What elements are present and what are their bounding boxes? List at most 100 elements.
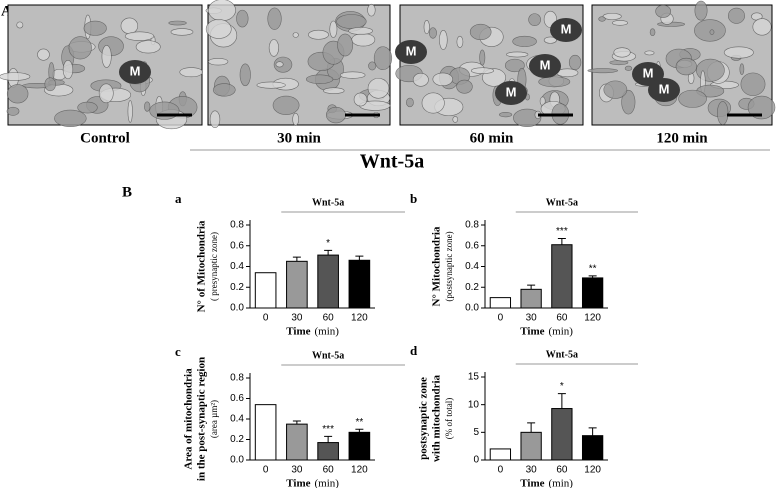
mito-label: M	[561, 21, 572, 36]
texture	[621, 89, 636, 115]
texture	[439, 30, 448, 50]
group-label: Wnt-5a	[312, 350, 344, 361]
texture	[179, 67, 204, 78]
x-tick-label: 60	[556, 465, 568, 476]
y-tick-label: 0.6	[465, 240, 479, 251]
texture	[709, 29, 715, 35]
x-tick-label: 0	[263, 313, 269, 324]
texture	[456, 79, 473, 94]
texture	[292, 32, 299, 38]
texture	[101, 44, 112, 68]
texture	[603, 80, 628, 99]
error-bar	[292, 420, 301, 425]
mitochondrion	[529, 54, 561, 78]
texture	[452, 116, 459, 123]
texture	[77, 101, 98, 114]
texture	[98, 83, 114, 104]
texture	[528, 13, 541, 27]
texture	[469, 23, 492, 41]
texture	[37, 48, 50, 61]
error-bar	[355, 428, 364, 433]
bar	[348, 259, 371, 309]
mitochondrion	[119, 60, 151, 84]
texture	[168, 20, 187, 26]
texture	[368, 61, 377, 71]
x-tick-label: 60	[323, 313, 335, 324]
group-label: Wnt-5a	[546, 349, 578, 360]
texture	[267, 7, 282, 30]
y-tick-label: 0.4	[230, 261, 244, 272]
texture	[456, 35, 464, 48]
texture	[512, 35, 537, 47]
texture	[423, 19, 430, 35]
texture	[54, 109, 87, 128]
y-tick-label: 0.2	[230, 282, 244, 293]
error-bar	[527, 422, 536, 433]
texture	[513, 108, 542, 128]
bar	[317, 442, 339, 461]
y-tick-label: 0	[473, 455, 479, 466]
mito-label: M	[406, 43, 417, 58]
mito-label: M	[659, 81, 670, 96]
texture	[568, 54, 582, 70]
y-tick-label: 0.6	[230, 240, 244, 251]
panel-letter: b	[410, 191, 417, 206]
y-tick-label: 0.4	[465, 261, 479, 272]
texture	[675, 57, 697, 76]
texture	[207, 0, 236, 22]
texture	[268, 39, 280, 57]
texture	[62, 60, 74, 80]
bar	[520, 431, 542, 461]
y-tick-label: 5	[473, 427, 479, 438]
texture	[717, 101, 729, 125]
texture	[649, 28, 656, 37]
texture	[543, 36, 557, 44]
x-axis-label: Time	[286, 478, 310, 488]
mito-label: M	[540, 57, 551, 72]
texture	[323, 87, 345, 95]
group-label: Wnt-5a	[546, 197, 578, 208]
y-axis-label: N° Mitochondria	[431, 226, 443, 306]
texture	[624, 65, 633, 71]
texture	[598, 16, 606, 22]
x-tick-label: 120	[351, 465, 368, 476]
x-axis-label: Time	[520, 326, 544, 338]
error-bar	[324, 435, 333, 443]
x-axis-unit: (min)	[315, 326, 340, 338]
texture	[432, 72, 454, 87]
texture	[367, 3, 376, 17]
error-bar	[557, 393, 566, 409]
x-axis-label: Time	[286, 326, 310, 338]
panel-letter: A	[1, 3, 12, 19]
image-caption: 120 min	[656, 130, 708, 146]
texture	[421, 92, 445, 114]
texture	[339, 71, 366, 79]
y-tick-label: 0.0	[230, 303, 244, 314]
y-tick-label: 0.8	[465, 220, 479, 231]
y-tick-label: 0.2	[465, 282, 479, 293]
texture	[752, 18, 772, 36]
texture	[135, 40, 161, 54]
group-label: Wnt-5a	[360, 151, 424, 173]
x-tick-label: 120	[584, 465, 601, 476]
bar	[489, 297, 512, 309]
mito-label: M	[506, 84, 517, 99]
y-axis-label: N° of Mitochondria	[196, 220, 208, 312]
bar	[317, 254, 339, 309]
texture	[124, 31, 155, 41]
x-tick-label: 30	[291, 465, 303, 476]
texture	[506, 51, 529, 58]
bar	[520, 288, 542, 309]
texture	[44, 77, 56, 92]
y-axis-label: with mitochondria	[431, 374, 443, 462]
texture	[205, 19, 232, 39]
texture	[337, 33, 354, 57]
texture	[479, 49, 486, 66]
panel-letter: c	[175, 344, 181, 359]
significance: *	[326, 238, 330, 249]
mitochondrion	[395, 40, 427, 64]
x-tick-label: 60	[323, 465, 335, 476]
bar	[489, 448, 512, 461]
texture	[739, 63, 745, 75]
